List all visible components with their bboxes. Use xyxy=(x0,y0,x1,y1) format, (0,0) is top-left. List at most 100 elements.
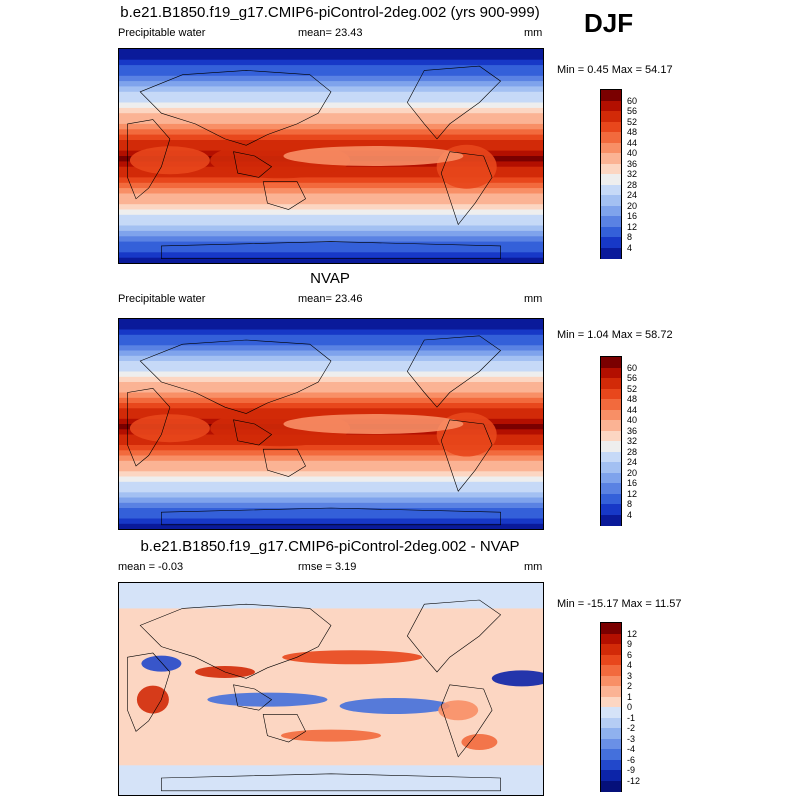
field-band xyxy=(119,241,543,248)
field-band xyxy=(119,65,543,71)
field-band xyxy=(119,107,543,114)
colorbar-swatch xyxy=(601,623,621,634)
colorbar-label: -2 xyxy=(627,723,636,733)
colorbar-label: 4 xyxy=(627,660,633,670)
field-band xyxy=(119,188,543,194)
colorbar-label: 44 xyxy=(627,137,638,148)
colorbar-label: 40 xyxy=(627,415,638,425)
colorbar-label: 36 xyxy=(627,158,638,169)
field-band xyxy=(119,471,543,478)
coastline xyxy=(406,335,502,408)
panel-2-units-label: mm xyxy=(524,293,543,305)
field-band xyxy=(119,225,543,232)
field-band xyxy=(119,439,543,446)
colorbar-swatch xyxy=(601,504,621,515)
colorbar-swatch xyxy=(601,483,621,494)
colorbar-label: 28 xyxy=(627,446,638,457)
colorbar-label: 52 xyxy=(627,116,638,127)
season-label: DJF xyxy=(584,8,634,38)
field-band xyxy=(119,97,543,103)
field-band xyxy=(119,129,543,136)
field-band xyxy=(119,397,543,404)
field-band xyxy=(119,460,543,467)
coastline xyxy=(139,339,332,414)
field-band xyxy=(119,220,543,227)
colorbar-swatch xyxy=(601,216,621,227)
field-feature xyxy=(283,146,464,166)
coastline xyxy=(233,419,273,446)
colorbar-swatch xyxy=(601,90,621,101)
field-feature xyxy=(461,734,498,750)
field-band xyxy=(119,392,543,399)
coastline xyxy=(233,151,273,178)
panel-3-rmse-label: rmse = 3.19 xyxy=(298,561,357,573)
colorbar-swatch xyxy=(601,654,621,666)
colorbar-label: 32 xyxy=(627,436,638,446)
colorbar-label: 24 xyxy=(627,190,638,200)
colorbar-label: 60 xyxy=(627,95,638,106)
coastline xyxy=(161,773,501,792)
field-band xyxy=(119,403,543,409)
field-band xyxy=(119,387,543,394)
colorbar-label: 24 xyxy=(627,457,638,467)
colorbar-label: 2 xyxy=(627,681,633,691)
colorbar-swatch xyxy=(601,357,621,368)
panel-1-mean-label: mean= 23.43 xyxy=(298,27,363,39)
colorbar-label: 20 xyxy=(627,200,638,211)
field-band xyxy=(119,182,543,189)
field-band xyxy=(119,466,543,472)
colorbar-swatch xyxy=(601,142,621,154)
colorbar-label: 8 xyxy=(627,499,633,509)
panel-2-variable-label: Precipitable water xyxy=(118,293,206,305)
panel-3-mean-label: mean = -0.03 xyxy=(118,561,184,573)
field-band xyxy=(119,492,543,499)
colorbar-label: 4 xyxy=(627,509,633,520)
colorbar-swatch xyxy=(601,633,621,645)
colorbar-label: 32 xyxy=(627,169,638,179)
field-background xyxy=(119,583,543,795)
coastline xyxy=(262,181,306,210)
panel-1-variable-label: Precipitable water xyxy=(118,27,206,39)
colorbar-swatch xyxy=(601,184,621,196)
field-band xyxy=(119,371,543,378)
colorbar-label: 12 xyxy=(627,488,638,499)
field-band xyxy=(119,91,543,98)
coastline xyxy=(139,70,332,146)
colorbar-swatch xyxy=(601,665,621,676)
field-band xyxy=(119,508,543,514)
field-band xyxy=(119,204,543,211)
field-band xyxy=(119,476,543,483)
coastline xyxy=(127,119,171,200)
colorbar-label: 28 xyxy=(627,179,638,190)
panel-2-colorbar: 60 56 52 48 44 40 36 32 28 24 20 16 12 8 4 xyxy=(600,356,637,526)
colorbar-label: -3 xyxy=(627,733,636,744)
coastline xyxy=(440,151,493,226)
panel-1-colorbar: 60 56 52 48 44 40 36 32 28 24 20 16 12 8 4 xyxy=(600,89,637,259)
colorbar-label: 0 xyxy=(627,702,633,712)
field-feature xyxy=(282,650,423,665)
colorbar-swatch xyxy=(601,100,621,112)
colorbar-label: 40 xyxy=(627,148,638,158)
colorbar-label: -4 xyxy=(627,744,636,754)
field-band xyxy=(119,382,543,388)
colorbar-swatch xyxy=(601,728,621,739)
field-band xyxy=(119,324,543,331)
colorbar-swatch xyxy=(601,462,621,473)
colorbar-swatch xyxy=(601,451,621,463)
field-feature xyxy=(129,414,210,443)
field-band xyxy=(119,376,543,383)
colorbar-label: 1 xyxy=(627,691,633,702)
colorbar-swatch xyxy=(601,121,621,133)
panel-1-map xyxy=(118,48,544,264)
coastline xyxy=(262,714,306,743)
field-band xyxy=(119,319,543,325)
field-band xyxy=(119,209,543,216)
field-band xyxy=(119,123,543,130)
colorbar-label: 44 xyxy=(627,404,638,415)
colorbar-swatch xyxy=(601,770,621,781)
colorbar-swatch xyxy=(601,205,621,217)
colorbar-swatch xyxy=(601,237,621,248)
field-band xyxy=(119,340,543,346)
colorbar-label: 56 xyxy=(627,106,638,116)
colorbar-swatch xyxy=(601,696,621,708)
